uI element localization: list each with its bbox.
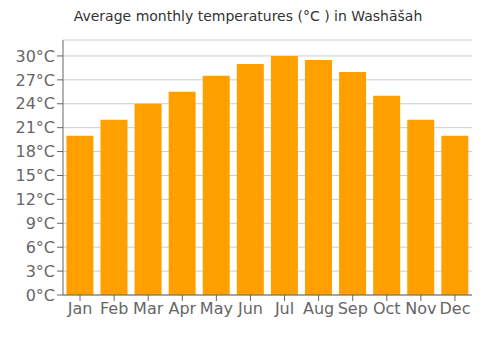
svg-text:Aug: Aug — [303, 299, 334, 318]
svg-text:21°C: 21°C — [15, 118, 55, 137]
svg-text:24°C: 24°C — [15, 94, 55, 113]
svg-text:Mar: Mar — [133, 299, 164, 318]
svg-text:May: May — [200, 299, 233, 318]
svg-text:Oct: Oct — [373, 299, 401, 318]
svg-text:Dec: Dec — [439, 299, 470, 318]
svg-text:Apr: Apr — [168, 299, 196, 318]
svg-text:30°C: 30°C — [15, 47, 55, 66]
svg-text:Nov: Nov — [405, 299, 436, 318]
svg-text:27°C: 27°C — [15, 71, 55, 90]
svg-text:0°C: 0°C — [26, 286, 55, 305]
html-text:Average monthly temperatures (: Average monthly temperatures (°C ) in Wa… — [73, 8, 423, 24]
svg-text:9°C: 9°C — [26, 214, 55, 233]
svg-text:Jul: Jul — [274, 299, 294, 318]
svg-text:Feb: Feb — [100, 299, 128, 318]
svg-text:12°C: 12°C — [15, 190, 55, 209]
svg-text:6°C: 6°C — [26, 238, 55, 257]
svg-text:15°C: 15°C — [15, 166, 55, 185]
svg-text:Jun: Jun — [237, 299, 263, 318]
svg-text:Sep: Sep — [338, 299, 368, 318]
svg-text:18°C: 18°C — [15, 142, 55, 161]
svg-text:Jan: Jan — [67, 299, 93, 318]
svg-text:3°C: 3°C — [26, 262, 55, 281]
